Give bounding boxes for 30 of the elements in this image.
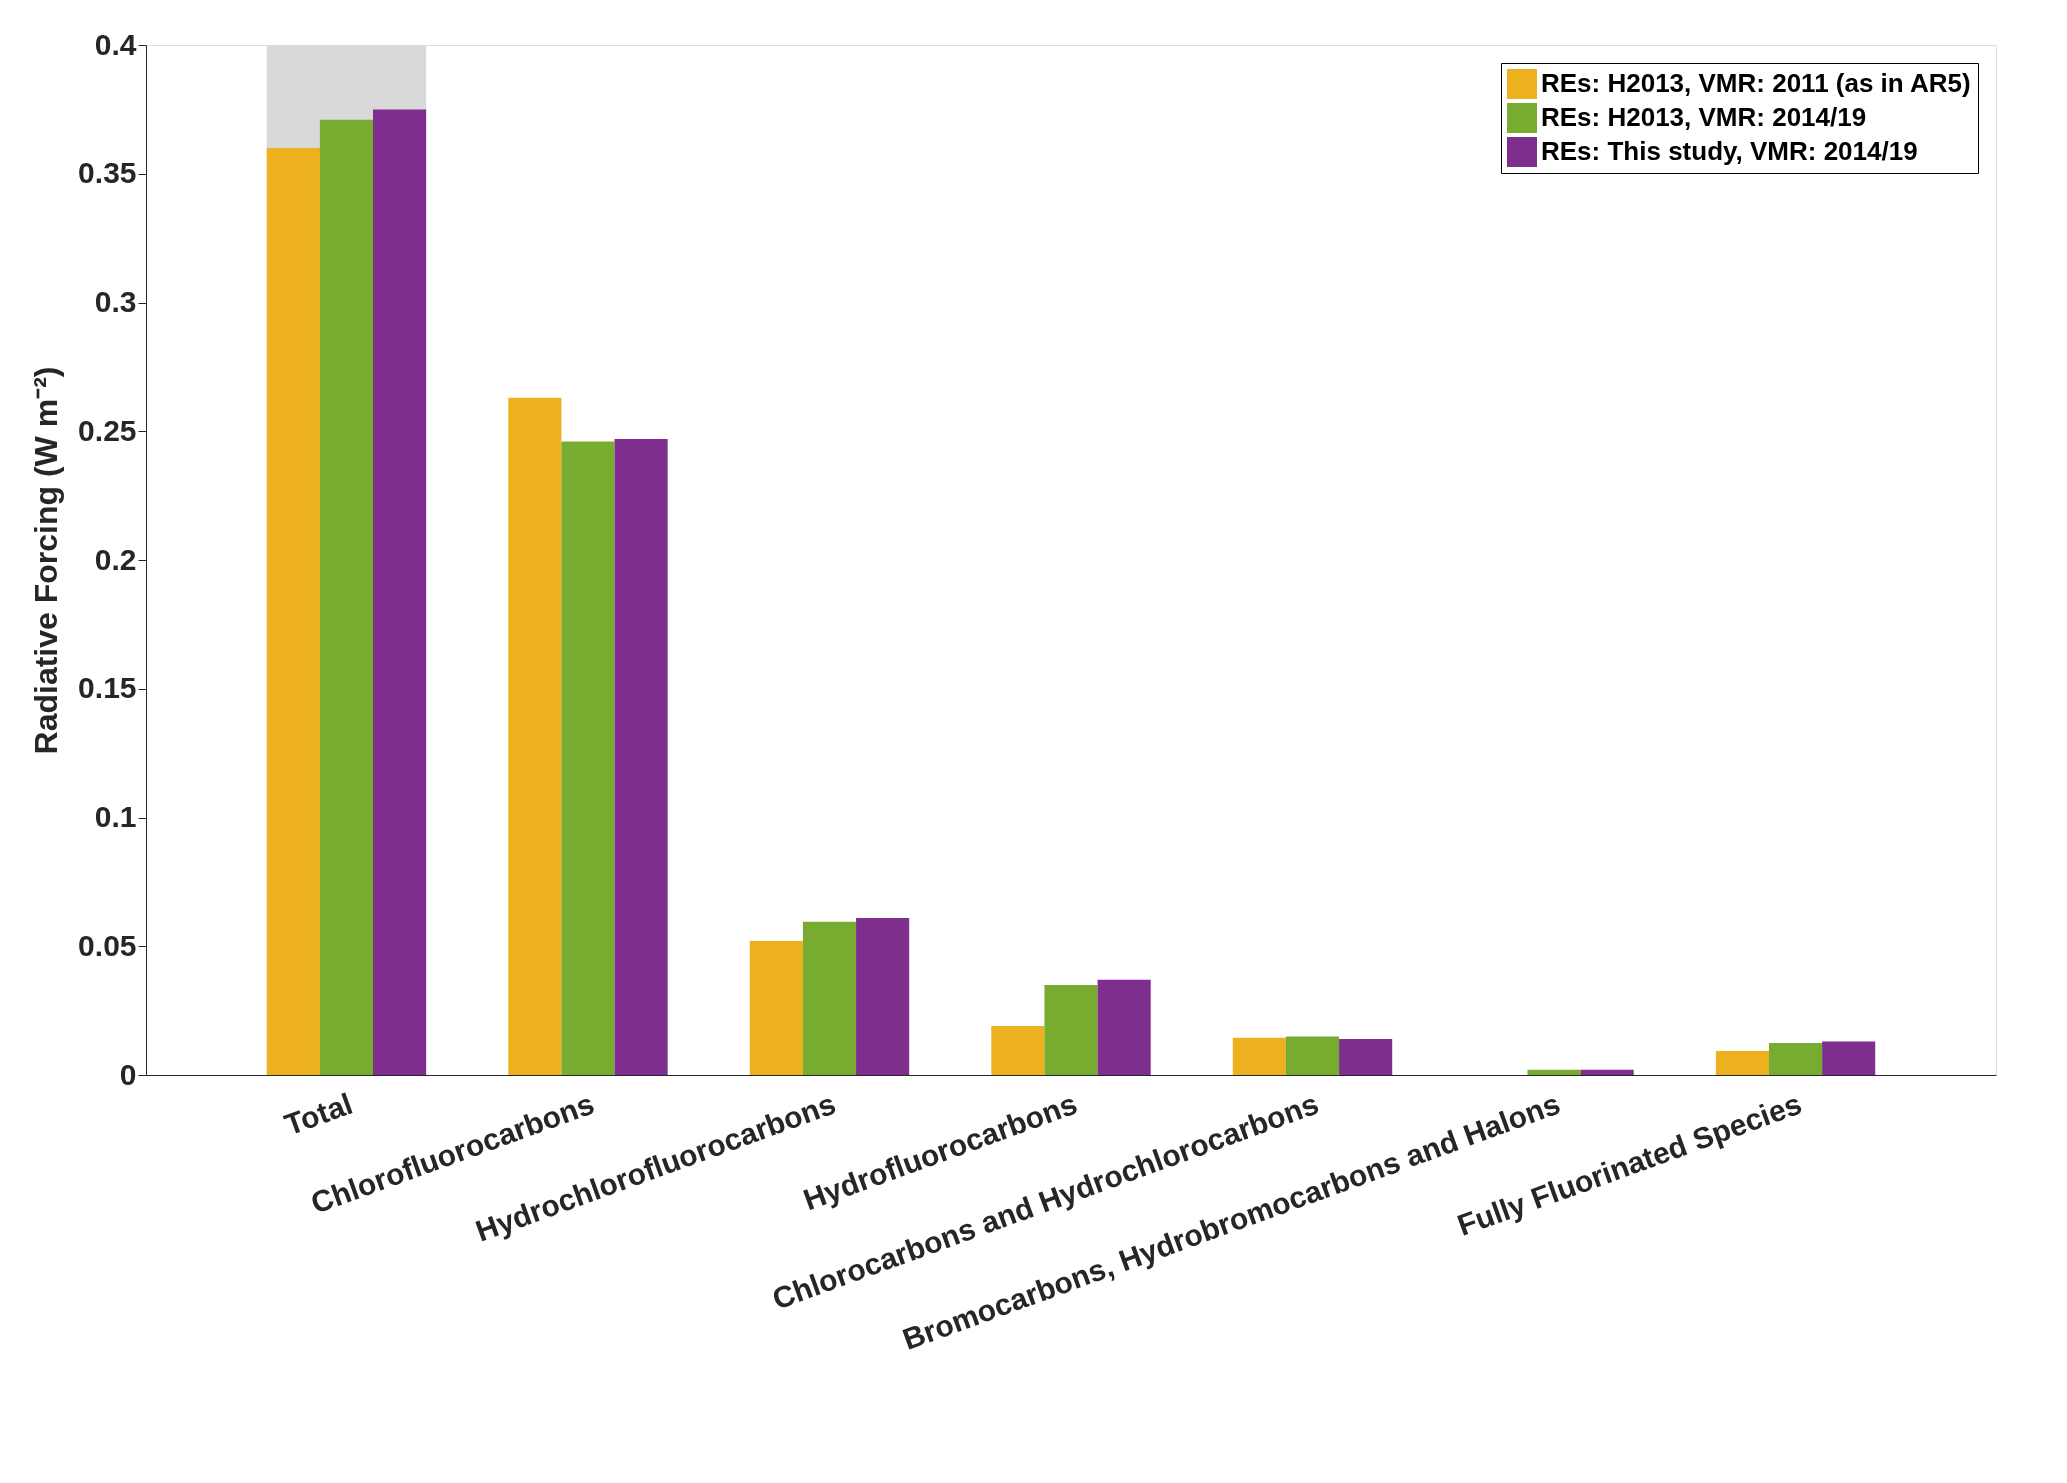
- y-tick-label: 0.3: [94, 285, 137, 318]
- bar: [991, 1026, 1045, 1075]
- bar: [1580, 1069, 1634, 1075]
- bar: [508, 397, 562, 1075]
- legend-label: REs: This study, VMR: 2014/19: [1541, 136, 1918, 166]
- bar: [1097, 979, 1151, 1075]
- bar: [856, 917, 910, 1075]
- bar: [1232, 1037, 1286, 1075]
- y-axis-title: Radiative Forcing (W m⁻²): [28, 366, 65, 755]
- bar: [1822, 1041, 1876, 1075]
- y-tick-label: 0: [119, 1057, 137, 1091]
- bar: [561, 441, 615, 1075]
- bar: [1527, 1069, 1581, 1075]
- y-tick-label: 0.15: [78, 671, 137, 705]
- y-tick-label: 0.05: [78, 928, 137, 962]
- bar: [1044, 984, 1098, 1075]
- bar: [1339, 1038, 1393, 1075]
- y-tick-label: 0.35: [78, 156, 137, 190]
- legend-label: REs: H2013, VMR: 2011 (as in AR5): [1541, 68, 1971, 98]
- bar: [614, 438, 668, 1075]
- bar: [1715, 1051, 1769, 1075]
- bar: [1768, 1043, 1823, 1075]
- bar: [802, 921, 857, 1075]
- y-tick-label: 0.2: [94, 542, 137, 576]
- y-tick-label: 0.4: [94, 27, 137, 61]
- bar: [749, 941, 803, 1075]
- y-tick-label: 0.1: [94, 800, 137, 833]
- legend-label: REs: H2013, VMR: 2014/19: [1541, 102, 1867, 132]
- bar: [1285, 1036, 1340, 1075]
- y-tick-label: 0.25: [78, 413, 137, 447]
